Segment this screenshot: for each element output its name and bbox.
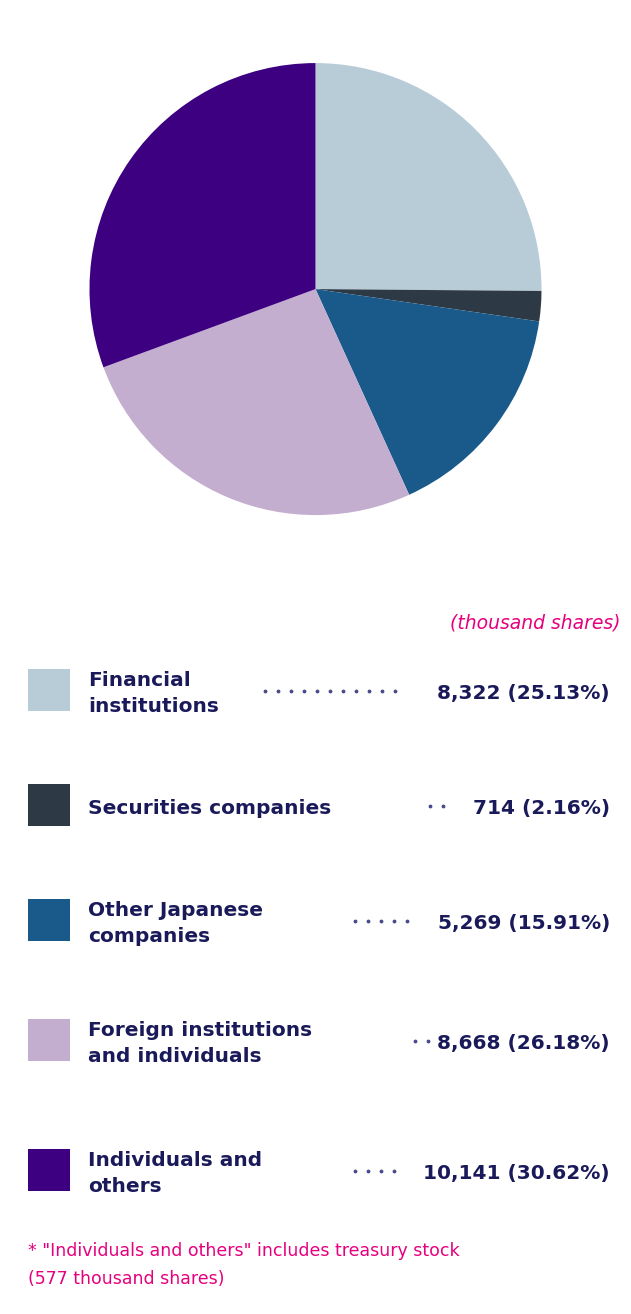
Text: Foreign institutions: Foreign institutions — [88, 1021, 312, 1039]
Wedge shape — [90, 63, 316, 368]
Text: Securities companies: Securities companies — [88, 799, 331, 817]
Wedge shape — [316, 63, 541, 290]
Wedge shape — [316, 289, 539, 495]
Bar — [28, 1018, 70, 1060]
Bar — [28, 669, 70, 711]
Text: others: others — [88, 1177, 162, 1196]
Text: * "Individuals and others" includes treasury stock: * "Individuals and others" includes trea… — [28, 1242, 459, 1260]
Bar — [28, 783, 70, 825]
Text: Other Japanese: Other Japanese — [88, 901, 263, 920]
Text: 10,141 (30.62%): 10,141 (30.62%) — [423, 1164, 610, 1183]
Text: 5,269 (15.91%): 5,269 (15.91%) — [438, 913, 610, 933]
Text: and individuals: and individuals — [88, 1047, 262, 1066]
Text: companies: companies — [88, 926, 210, 946]
Text: Individuals and: Individuals and — [88, 1151, 262, 1169]
Text: 8,322 (25.13%): 8,322 (25.13%) — [437, 683, 610, 703]
Text: Financial: Financial — [88, 670, 191, 690]
Text: (thousand shares): (thousand shares) — [449, 614, 620, 632]
Wedge shape — [316, 289, 541, 322]
Bar — [28, 899, 70, 941]
Wedge shape — [103, 289, 409, 515]
Bar — [28, 1148, 70, 1190]
Text: (577 thousand shares): (577 thousand shares) — [28, 1269, 225, 1288]
Text: 714 (2.16%): 714 (2.16%) — [473, 799, 610, 817]
Text: institutions: institutions — [88, 696, 219, 716]
Text: 8,668 (26.18%): 8,668 (26.18%) — [437, 1034, 610, 1053]
